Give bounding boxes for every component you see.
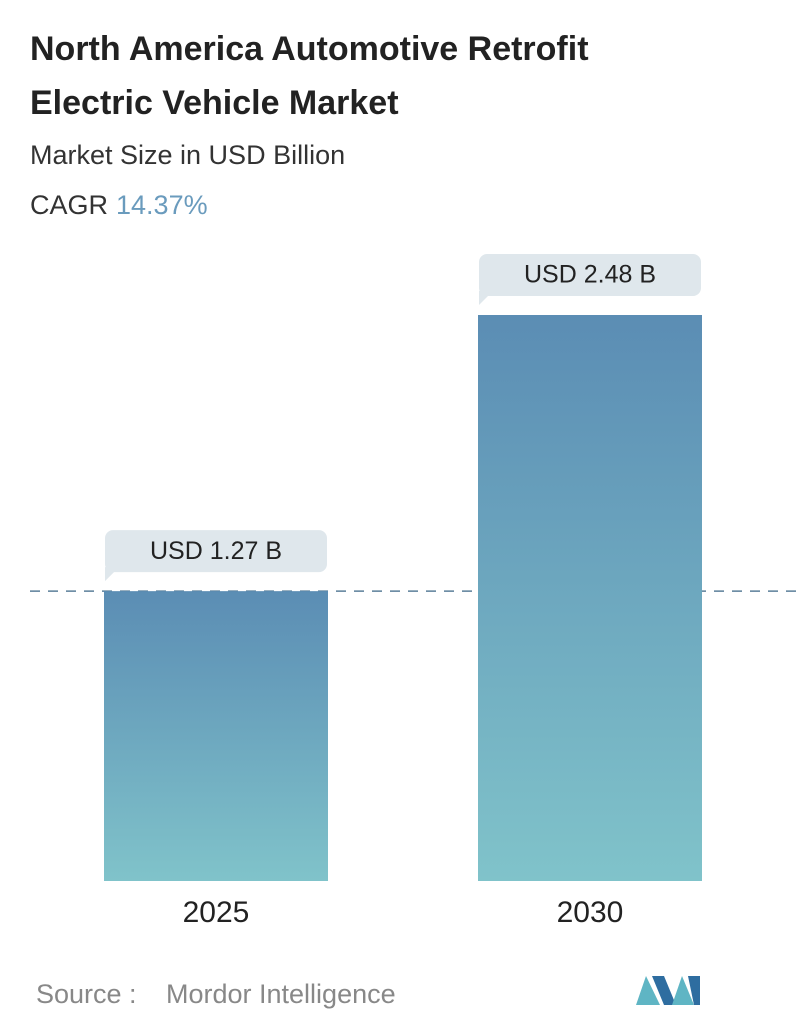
x-tick-label: 2025 bbox=[183, 896, 250, 929]
bar bbox=[104, 591, 328, 881]
value-label: USD 1.27 B bbox=[105, 530, 327, 582]
logo bbox=[636, 976, 700, 1005]
value-label-text: USD 1.27 B bbox=[150, 537, 282, 565]
chart-title: North America Automotive Retrofit Electr… bbox=[30, 30, 589, 122]
x-tick-label: 2030 bbox=[557, 896, 624, 929]
value-label-text: USD 2.48 B bbox=[524, 261, 656, 289]
bar bbox=[478, 315, 702, 881]
cagr-label: CAGR bbox=[30, 190, 109, 220]
value-label-box bbox=[479, 254, 701, 296]
source: Mordor Intelligence bbox=[166, 979, 396, 1009]
value-label-pointer bbox=[105, 567, 119, 582]
value-label: USD 2.48 B bbox=[479, 254, 701, 305]
value-label-pointer bbox=[479, 291, 493, 305]
source-label: Source : bbox=[36, 979, 137, 1009]
cagr: CAGR 14.37% bbox=[30, 190, 208, 221]
chart-subtitle: Market Size in USD Billion bbox=[30, 140, 346, 170]
value-label-box bbox=[105, 530, 327, 573]
cagr-value: 14.37% bbox=[116, 190, 208, 220]
